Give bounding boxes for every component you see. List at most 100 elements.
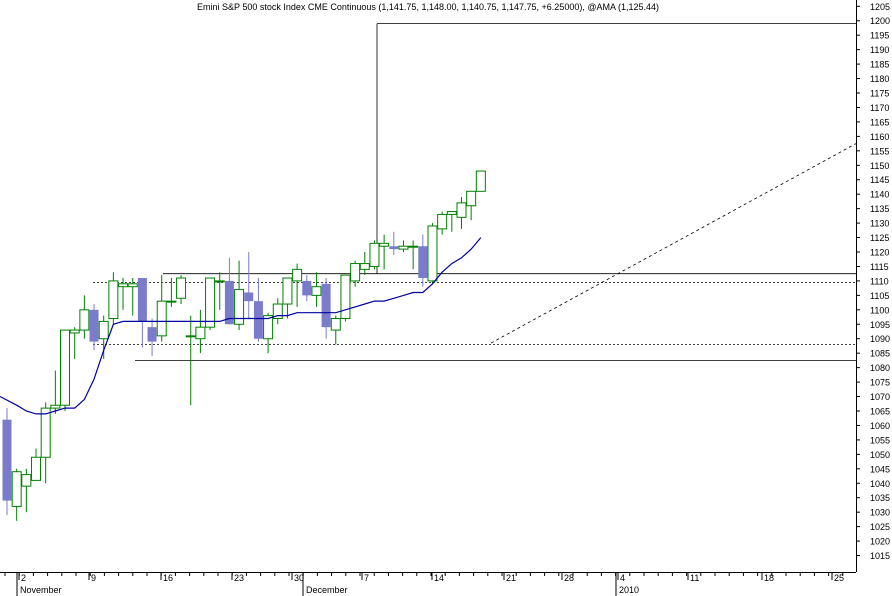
price-tick-label: 1175: [870, 89, 889, 99]
price-tick-label: 1125: [870, 233, 889, 243]
candle-body-up: [446, 211, 457, 215]
candle-body-up: [437, 213, 448, 230]
price-tick-label: 1145: [870, 175, 889, 185]
candle-body-down: [389, 246, 399, 250]
candle-body-down: [302, 280, 312, 296]
candle-body-up: [60, 329, 71, 406]
candle-body-up: [118, 283, 129, 288]
candle-body-down: [244, 292, 254, 302]
candle-body-up: [40, 407, 51, 458]
price-tick-label: 1040: [870, 479, 890, 489]
month-label: December: [306, 585, 348, 595]
price-tick-label: 1090: [870, 334, 890, 344]
candle-body-up: [311, 286, 322, 296]
price-tick-label: 1200: [870, 16, 890, 26]
date-day-label: 18: [764, 573, 774, 583]
date-day-label: 16: [163, 573, 173, 583]
price-tick-label: 1140: [870, 190, 889, 200]
price-tick-label: 1115: [870, 262, 889, 272]
candle-body-up: [214, 280, 225, 283]
price-tick-label: 1080: [870, 363, 890, 373]
candle-body-up: [185, 335, 196, 338]
price-tick-label: 1035: [870, 493, 890, 503]
price-tick-label: 1095: [870, 320, 890, 330]
price-tick-label: 1020: [870, 537, 890, 547]
price-tick-label: 1070: [870, 392, 890, 402]
candle-body-up: [127, 283, 138, 288]
price-tick-label: 1015: [870, 551, 890, 561]
candle-body-up: [398, 245, 409, 250]
date-axis: 2 9 16 23 30 7 14 21 28 4 11 18 25 November December 20…: [0, 572, 856, 596]
candle-body-down: [89, 309, 99, 342]
date-day-label: 2: [21, 573, 26, 583]
price-tick-label: 1045: [870, 464, 890, 474]
support-resistance-lines: [93, 23, 857, 361]
date-day-label: 11: [690, 573, 699, 583]
price-tick-label: 1075: [870, 378, 890, 388]
candle-body-up: [234, 289, 245, 325]
price-tick-label: 1150: [870, 161, 889, 171]
price-tick-label: 1185: [870, 60, 889, 70]
price-tick-label: 1160: [870, 132, 889, 142]
candle-body-up: [176, 277, 187, 299]
candle-body-down: [418, 246, 428, 279]
price-tick-label: 1190: [870, 45, 889, 55]
candle-body-up: [98, 320, 109, 340]
candle-body-up: [272, 303, 283, 319]
ama-line: [0, 237, 482, 415]
chart-title: Emini S&P 500 stock Index CME Continuous…: [197, 2, 659, 12]
candle-body-up: [379, 242, 390, 247]
candle-body-up: [456, 202, 467, 218]
price-tick-label: 1100: [870, 305, 889, 315]
candle-body-up: [340, 274, 351, 319]
date-day-label: 25: [834, 573, 844, 583]
price-tick-label: 1180: [870, 74, 889, 84]
price-axis: 1015 1020 1025 1030 1035 1040 1045 1050 1055 1060…: [856, 0, 890, 572]
price-tick-label: 1195: [870, 31, 889, 41]
month-label: 2010: [619, 585, 639, 595]
price-tick-label: 1055: [870, 435, 890, 445]
candle-body-down: [2, 419, 12, 501]
date-day-label: 30: [294, 573, 304, 583]
date-day-label: 23: [234, 573, 244, 583]
candle-body-up: [475, 170, 486, 192]
date-day-label: 21: [506, 573, 516, 583]
price-tick-label: 1060: [870, 421, 890, 431]
date-day-label: 7: [364, 573, 369, 583]
candle-body-up: [79, 309, 90, 331]
candle-body-up: [31, 456, 42, 481]
price-tick-label: 1105: [870, 291, 889, 301]
candle-body-up: [292, 268, 303, 282]
price-tick-label: 1030: [870, 508, 890, 518]
dashed-trend-line: [490, 143, 857, 344]
candle-body-up: [282, 277, 293, 305]
candle-body-up: [466, 190, 477, 207]
candle-body-down: [253, 301, 263, 339]
candle-body-down: [147, 327, 157, 342]
price-tick-label: 1065: [870, 407, 890, 417]
candle-body-up: [330, 317, 341, 331]
candle-body-up: [69, 329, 80, 334]
candle-body-up: [350, 263, 361, 282]
candle-body-up: [108, 280, 119, 319]
candle-body-up: [11, 471, 22, 507]
candle-body-down: [137, 278, 147, 322]
candle-body-up: [21, 474, 32, 487]
candle-body-up: [205, 277, 216, 328]
candle-body-up: [263, 315, 274, 340]
date-day-label: 28: [564, 573, 574, 583]
candle-body-up: [166, 300, 177, 303]
candle-body-up: [195, 326, 206, 340]
price-tick-label: 1085: [870, 349, 890, 359]
candle-body-up: [408, 245, 419, 248]
candle-body-up: [427, 225, 438, 282]
price-tick-label: 1135: [870, 204, 889, 214]
price-tick-label: 1050: [870, 450, 890, 460]
candle-body-up: [369, 242, 380, 267]
candles-group: [2, 170, 486, 521]
candle-body-down: [321, 283, 331, 328]
price-tick-label: 1155: [870, 146, 889, 156]
price-tick-label: 1165: [870, 117, 889, 127]
price-tick-label: 1110: [870, 276, 889, 286]
